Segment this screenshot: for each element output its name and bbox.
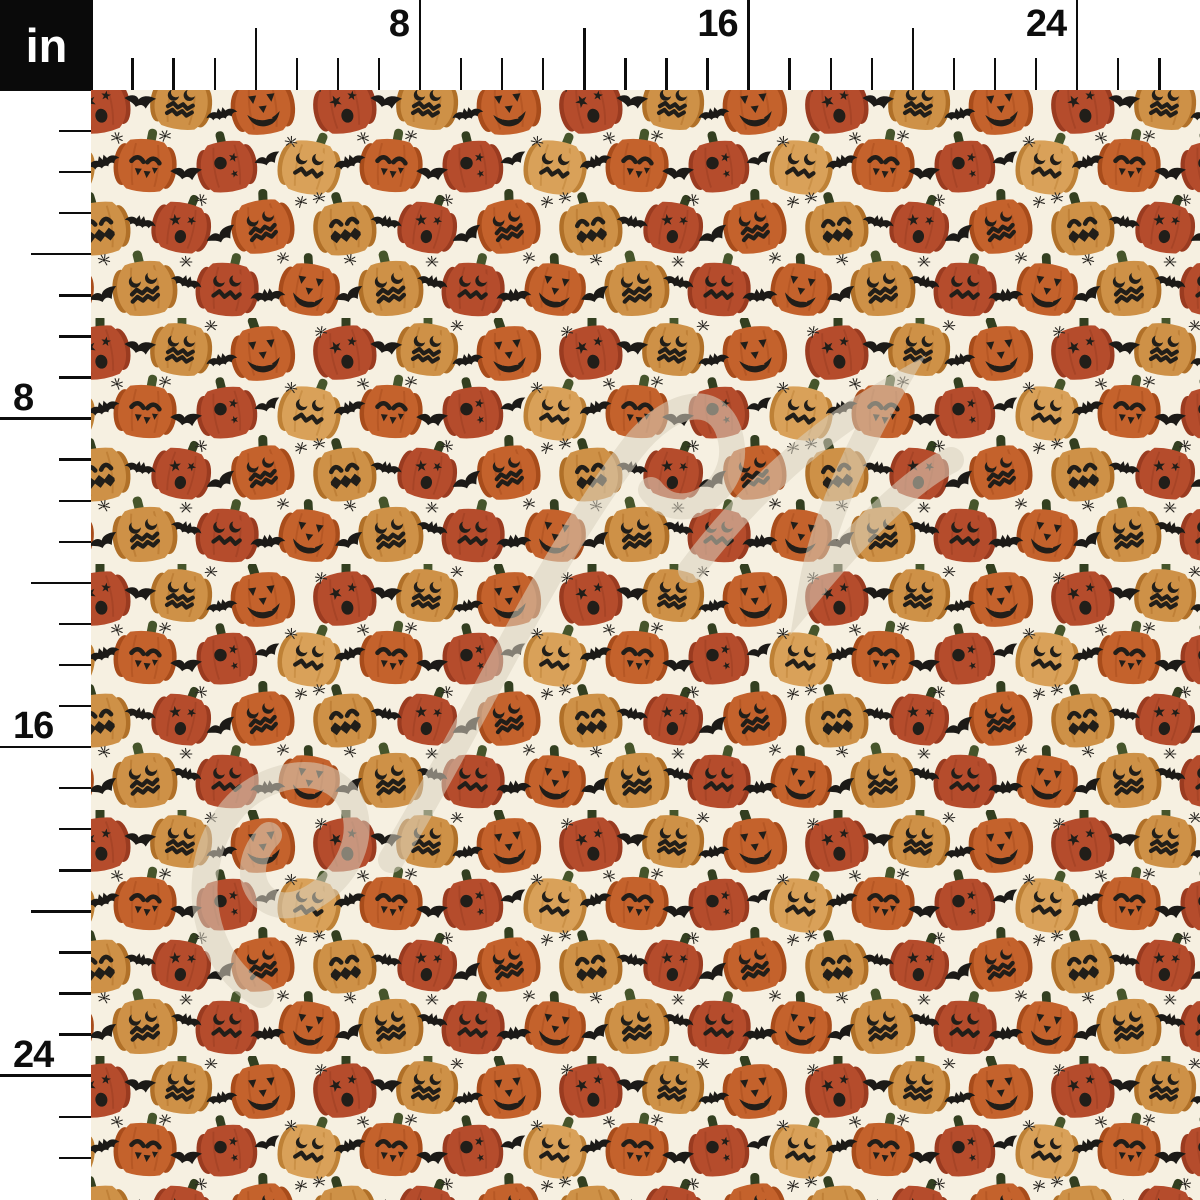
ruler-left-tick-8in xyxy=(0,417,91,420)
ruler-top-tick-18in xyxy=(829,58,832,90)
ruler-left-tick-10in xyxy=(59,499,91,502)
ruler-left-tick-12in xyxy=(31,581,91,585)
ruler-top-tick-21in xyxy=(952,58,956,90)
ruler-top-tick-10in xyxy=(501,58,504,90)
ruler-top-label-24in: 24 xyxy=(1025,3,1067,45)
ruler-top-tick-23in xyxy=(1034,58,1038,90)
ruler-left-tick-24in xyxy=(0,1074,91,1077)
ruler-left-label-16in: 16 xyxy=(13,705,54,748)
ruler-top-tick-24in xyxy=(1075,0,1079,90)
ruler-top-tick-5in xyxy=(295,58,299,90)
ruler-top-tick-3in xyxy=(213,58,216,90)
ruler-top-tick-12in xyxy=(583,28,586,90)
ruler-top-tick-4in xyxy=(254,28,257,90)
ruler-left-tick-9in xyxy=(59,458,91,461)
ruler-top-tick-11in xyxy=(542,58,545,90)
ruler-left-tick-26in xyxy=(59,1156,91,1159)
ruler-left-tick-13in xyxy=(59,622,91,626)
ruler-top-tick-16in xyxy=(747,0,750,90)
ruler-top-tick-8in xyxy=(418,0,422,90)
ruler-left-tick-5in xyxy=(59,294,91,297)
ruler-top-tick-26in xyxy=(1158,58,1161,90)
ruler-left-tick-17in xyxy=(59,786,91,790)
ruler-left-tick-11in xyxy=(59,540,91,543)
ruler-left-tick-21in xyxy=(59,951,91,954)
ruler-top-tick-15in xyxy=(706,58,709,90)
ruler-top-tick-25in xyxy=(1117,58,1120,90)
ruler-top-tick-7in xyxy=(377,58,381,90)
ruler-left-tick-4in xyxy=(31,253,91,256)
ruler-top-tick-14in xyxy=(665,58,668,90)
ruler-left-tick-7in xyxy=(59,376,91,379)
ruler-left-label-8in: 8 xyxy=(13,376,34,419)
ruler-top-tick-20in xyxy=(911,28,915,90)
ruler-top-tick-13in xyxy=(624,58,627,90)
ruler-top-label-8in: 8 xyxy=(388,3,410,45)
ruler-top-tick-2in xyxy=(172,58,175,90)
ruler-left-tick-3in xyxy=(59,212,91,215)
ruler-top-label-16in: 16 xyxy=(697,3,738,45)
fabric-pattern-swatch xyxy=(91,90,1200,1200)
ruler-left-tick-16in xyxy=(0,745,91,749)
ruler-left-label-24in: 24 xyxy=(13,1033,54,1076)
ruler-left-tick-2in xyxy=(59,170,91,174)
ruler-left-tick-23in xyxy=(59,1033,91,1036)
ruler-left-tick-22in xyxy=(59,992,91,995)
ruler-top-tick-17in xyxy=(788,58,791,90)
ruler-left-tick-15in xyxy=(59,704,91,708)
ruler-top-tick-1in xyxy=(131,58,134,90)
ruler-top-tick-19in xyxy=(870,58,874,90)
ruler-top-tick-9in xyxy=(459,58,463,90)
pattern-fill xyxy=(91,90,1200,1200)
ruler-left-tick-1in xyxy=(59,129,91,133)
ruler-left-tick-14in xyxy=(59,663,91,667)
ruler-left-tick-18in xyxy=(59,828,91,831)
ruler-unit-box: in xyxy=(0,0,93,90)
ruler-top-tick-22in xyxy=(993,58,997,90)
ruler-left-tick-20in xyxy=(31,910,91,913)
ruler-left-tick-25in xyxy=(59,1115,91,1118)
ruler-left-tick-19in xyxy=(59,869,91,872)
halloween-pumpkin-pattern xyxy=(91,90,1200,1200)
ruler-left-tick-6in xyxy=(59,335,91,338)
ruler-unit-label: in xyxy=(25,18,68,72)
ruler-top-tick-6in xyxy=(336,58,340,90)
